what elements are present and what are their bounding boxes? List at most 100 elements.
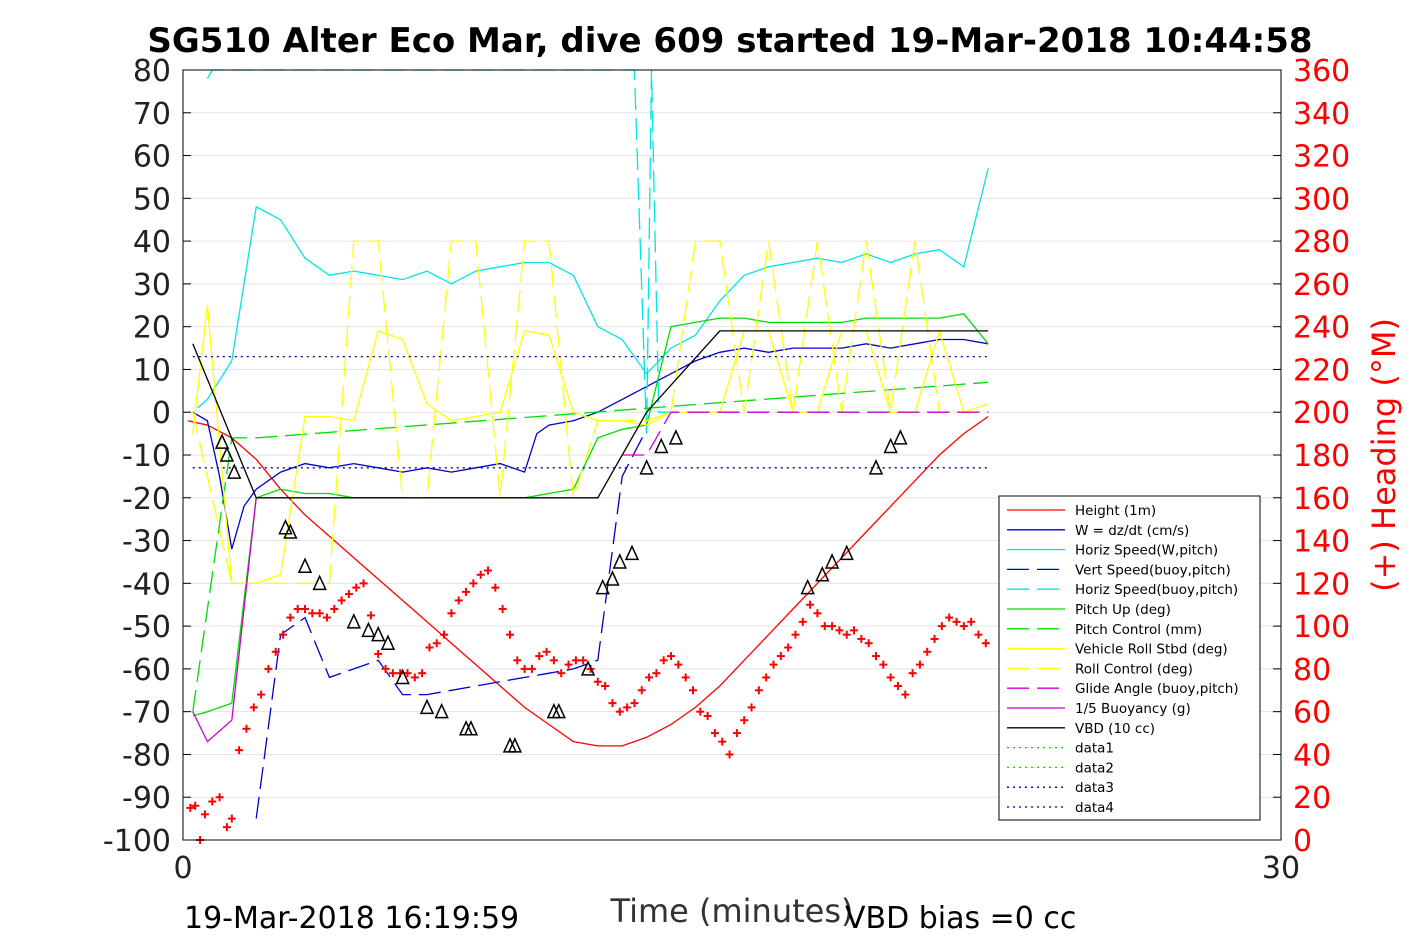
triangle-marker	[361, 621, 376, 638]
x-tick-label: 0	[173, 851, 192, 886]
heading-point	[893, 682, 902, 690]
heading-point	[491, 583, 500, 592]
heading-point	[447, 609, 456, 618]
triangle-marker	[668, 429, 684, 445]
y-tick-label: -70	[122, 696, 171, 731]
series-w-dz-dt-cm-s	[192, 338, 989, 550]
legend-label: data2	[1075, 760, 1114, 776]
heading-point	[791, 630, 800, 639]
heading-point	[842, 630, 851, 639]
heading-point	[381, 664, 390, 673]
heading-point	[601, 682, 610, 690]
heading-point	[798, 617, 807, 626]
heading-point	[667, 652, 676, 661]
chart-title: SG510 Alter Eco Mar, dive 609 started 19…	[147, 21, 1312, 61]
y-right-tick-label: 220	[1293, 353, 1350, 388]
heading-point	[535, 652, 544, 661]
right-axis-label: (+) Heading (°M)	[1365, 318, 1403, 592]
heading-point	[688, 686, 697, 695]
heading-point	[366, 611, 375, 620]
series-height-1m	[187, 415, 989, 747]
legend-label: Vehicle Roll Stbd (deg)	[1075, 642, 1228, 658]
y-tick-label: -40	[122, 567, 171, 602]
y-right-tick-label: 20	[1293, 781, 1331, 816]
series-vert-speed-buoy-pitch	[255, 429, 648, 819]
heading-point	[249, 703, 258, 712]
triangle-marker	[507, 737, 523, 753]
heading-point	[440, 630, 449, 639]
heading-point	[784, 643, 793, 652]
series-roll-control-deg	[192, 240, 989, 584]
heading-point	[513, 656, 522, 665]
y-right-tick-label: 260	[1293, 268, 1350, 303]
heading-point	[813, 609, 822, 618]
triangle-marker	[395, 668, 410, 685]
heading-point	[352, 583, 361, 592]
triangle-marker	[380, 634, 396, 650]
heading-point	[315, 609, 324, 618]
y-tick-label: -10	[122, 439, 171, 474]
y-tick-label: 0	[152, 396, 171, 431]
heading-point	[571, 656, 580, 665]
heading-point	[652, 669, 661, 678]
heading-point	[498, 605, 507, 613]
heading-point	[762, 673, 771, 682]
triangle-marker	[297, 557, 313, 573]
y-tick-label: 50	[133, 182, 171, 217]
heading-point	[901, 690, 910, 699]
heading-point	[271, 647, 280, 656]
triangle-marker	[815, 565, 830, 582]
triangle-marker	[278, 518, 293, 535]
y-right-tick-label: 180	[1293, 439, 1350, 474]
heading-point	[828, 622, 837, 631]
legend: Height (1m) W = dz/dt (cm/s) Horiz Speed(W…	[998, 495, 1261, 821]
triangle-marker	[434, 702, 449, 719]
heading-point	[418, 669, 427, 678]
legend-label: Pitch Up (deg)	[1075, 602, 1171, 618]
heading-point	[593, 677, 602, 686]
heading-point	[703, 711, 712, 720]
series-glide-angle-buoy-pitch	[622, 411, 989, 456]
triangle-marker	[227, 463, 242, 479]
heading-point	[608, 699, 617, 708]
y-tick-label: 70	[133, 97, 171, 132]
y-right-tick-label: 300	[1293, 182, 1350, 217]
heading-point	[674, 660, 683, 669]
heading-point	[330, 605, 339, 613]
heading-point	[301, 605, 310, 613]
y-tick-label: 40	[133, 225, 171, 260]
legend-label: Vert Speed(buoy,pitch)	[1075, 562, 1231, 578]
legend-label: 1/5 Buoyancy (g)	[1075, 701, 1191, 717]
heading-point	[564, 660, 573, 669]
footer-timestamp: 19-Mar-2018 16:19:59	[184, 901, 519, 936]
triangle-marker	[612, 553, 627, 569]
footer-vbd-bias: VBD bias =0 cc	[845, 901, 1076, 936]
x-axis-label: Time (minutes)	[610, 892, 854, 930]
y-right-tick-label: 320	[1293, 140, 1350, 175]
triangle-marker	[371, 625, 386, 642]
heading-point	[293, 605, 302, 613]
triangle-marker	[639, 459, 654, 475]
heading-point	[425, 643, 434, 652]
heading-point	[747, 703, 756, 712]
triangle-marker	[419, 698, 435, 715]
heading-point	[286, 613, 295, 622]
heading-point	[257, 690, 266, 699]
y-tick-label: 60	[133, 140, 171, 175]
triangle-marker	[312, 574, 327, 591]
heading-point	[208, 797, 217, 806]
heading-point	[454, 596, 463, 605]
triangle-marker	[883, 437, 898, 454]
y-right-tick-label: 120	[1293, 567, 1350, 602]
heading-point	[718, 737, 727, 746]
heading-point	[527, 664, 536, 673]
series-vbd-10-cc	[192, 330, 989, 499]
y-tick-label: 10	[133, 353, 171, 388]
triangle-marker	[893, 429, 908, 445]
triangle-marker	[800, 578, 815, 595]
heading-point	[945, 613, 954, 622]
triangle-marker	[839, 544, 854, 561]
y-right-tick-label: 160	[1293, 482, 1350, 517]
heading-point	[886, 673, 895, 682]
